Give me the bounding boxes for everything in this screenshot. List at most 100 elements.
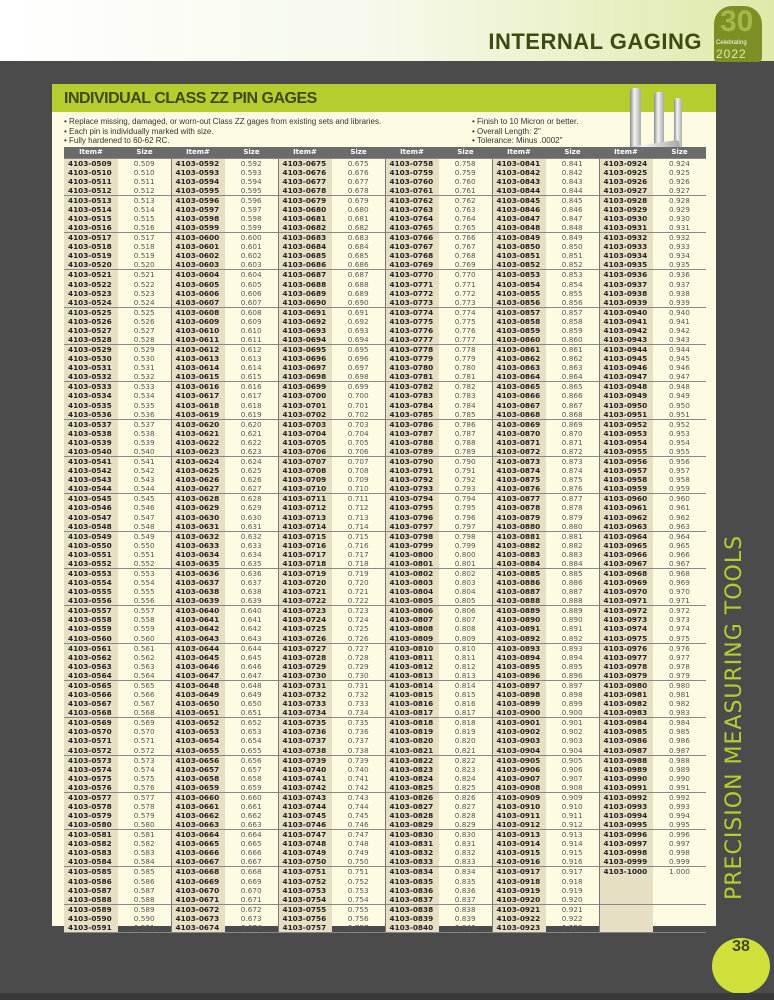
item-number-cell: 4103-0692 bbox=[277, 316, 332, 326]
table-row: 4103-0562 0.562 4103-0645 0.645 4103-0728 0.7… bbox=[64, 652, 706, 662]
size-cell: 0.604 bbox=[225, 269, 278, 280]
item-number-cell: 4103-0962 bbox=[598, 512, 653, 522]
item-number-cell: 4103-0714 bbox=[277, 521, 332, 532]
item-number-cell: 4103-0725 bbox=[277, 624, 332, 634]
item-number-cell: 4103-0676 bbox=[277, 167, 332, 177]
size-cell: 0.801 bbox=[454, 558, 476, 568]
size-cell: 0.928 bbox=[653, 194, 706, 205]
item-number-cell: 4103-0688 bbox=[277, 279, 332, 289]
item-number-cell: 4103-0534 bbox=[64, 391, 118, 401]
item-number-cell: 4103-0621 bbox=[170, 428, 225, 438]
item-number-cell: 4103-0952 bbox=[598, 418, 653, 429]
size-cell: 0.810 bbox=[439, 642, 492, 653]
item-number-cell: 4103-0849 bbox=[491, 232, 546, 243]
size-cell: 0.534 bbox=[133, 391, 155, 401]
size-cell: 0.560 bbox=[133, 633, 155, 643]
item-number-cell: 4103-0533 bbox=[64, 381, 118, 392]
table-row: 4103-0543 0.543 4103-0626 0.626 4103-0709 0.7… bbox=[64, 475, 706, 485]
size-cell: 0.598 bbox=[240, 214, 262, 224]
size-cell: 0.546 bbox=[133, 503, 155, 513]
size-cell: 0.589 bbox=[118, 903, 171, 914]
item-number-cell: 4103-0989 bbox=[598, 764, 653, 774]
item-number-cell: 4103-0694 bbox=[277, 335, 332, 345]
item-number-cell: 4103-0646 bbox=[170, 661, 225, 671]
size-cell: 0.662 bbox=[240, 811, 262, 821]
item-number-cell: 4103-0747 bbox=[277, 829, 332, 840]
size-cell: 0.938 bbox=[669, 288, 690, 298]
size-cell: 0.648 bbox=[225, 679, 278, 690]
size-cell: 0.853 bbox=[546, 269, 599, 280]
item-number-cell: 4103-0869 bbox=[491, 418, 546, 429]
size-cell: 0.610 bbox=[240, 325, 262, 335]
size-cell: 0.887 bbox=[561, 587, 583, 597]
item-number-cell: 4103-0926 bbox=[598, 176, 653, 186]
item-number-cell: 4103-0925 bbox=[598, 167, 653, 177]
item-number-cell: 4103-0817 bbox=[384, 708, 439, 718]
size-cell: 0.979 bbox=[669, 670, 690, 680]
item-number-cell: 4103-0637 bbox=[170, 577, 225, 588]
size-cell: 0.724 bbox=[347, 615, 369, 625]
size-cell: 0.708 bbox=[347, 466, 369, 476]
size-cell: 0.541 bbox=[118, 456, 171, 466]
item-number-cell: 4103-0937 bbox=[598, 279, 653, 289]
item-number-cell: 4103-0982 bbox=[598, 699, 653, 709]
item-number-cell: 4103-0960 bbox=[598, 493, 653, 504]
item-number-cell: 4103-0784 bbox=[384, 400, 439, 410]
size-cell: 0.584 bbox=[133, 857, 155, 867]
item-number-cell: 4103-0711 bbox=[277, 493, 332, 504]
item-number-cell: 4103-0710 bbox=[277, 484, 332, 494]
size-cell: 0.568 bbox=[133, 708, 155, 718]
size-cell: 0.715 bbox=[332, 530, 385, 541]
size-cell: 0.647 bbox=[240, 670, 262, 680]
item-number-cell: 4103-0970 bbox=[598, 587, 653, 597]
size-cell: 0.771 bbox=[454, 279, 476, 289]
size-cell: 0.688 bbox=[347, 279, 369, 289]
feature-bullet: Replace missing, damaged, or worn-out Cl… bbox=[64, 117, 464, 127]
size-cell: 0.636 bbox=[225, 567, 278, 578]
table-row: 4103-0545 0.545 4103-0628 0.628 4103-0711 0.7… bbox=[64, 493, 706, 504]
size-cell: 0.845 bbox=[546, 194, 599, 205]
size-cell: 0.650 bbox=[240, 699, 262, 709]
item-number-cell: 4103-0848 bbox=[491, 223, 546, 233]
size-cell: 0.532 bbox=[133, 372, 155, 382]
item-number-cell: 4103-0806 bbox=[384, 605, 439, 616]
item-number-cell: 4103-0770 bbox=[384, 269, 439, 280]
item-number-cell: 4103-0629 bbox=[170, 503, 225, 513]
size-cell: 0.836 bbox=[454, 885, 476, 895]
table-row: 4103-0583 0.583 4103-0666 0.666 4103-0749 0.7… bbox=[64, 848, 706, 858]
item-number-cell: 4103-0576 bbox=[64, 782, 118, 793]
size-cell: 0.946 bbox=[669, 363, 690, 373]
size-cell: 0.694 bbox=[347, 335, 369, 345]
size-cell: 0.737 bbox=[347, 736, 369, 746]
item-number-cell: 4103-0852 bbox=[491, 260, 546, 270]
size-cell: 0.825 bbox=[454, 782, 476, 792]
item-number-cell: 4103-0512 bbox=[64, 185, 118, 196]
item-number-cell: 4103-0948 bbox=[598, 381, 653, 392]
size-cell: 0.709 bbox=[347, 475, 369, 485]
item-number-cell: 4103-0665 bbox=[170, 839, 225, 849]
size-cell: 0.605 bbox=[240, 279, 262, 289]
table-row: 4103-0544 0.544 4103-0627 0.627 4103-0710 0.7… bbox=[64, 484, 706, 494]
table-row: 4103-0556 0.556 4103-0639 0.639 4103-0722 0.7… bbox=[64, 596, 706, 606]
item-number-cell: 4103-0972 bbox=[598, 605, 653, 616]
size-cell: 0.965 bbox=[669, 540, 690, 550]
size-cell: 0.567 bbox=[133, 699, 155, 709]
size-cell: 0.549 bbox=[118, 530, 171, 541]
item-number-cell: 4103-0537 bbox=[64, 418, 118, 429]
size-cell: 0.745 bbox=[347, 811, 369, 821]
size-cell: 0.894 bbox=[561, 652, 583, 662]
item-number-cell: 4103-0757 bbox=[277, 922, 332, 933]
size-cell: 1.000 bbox=[653, 866, 706, 877]
size-cell: 0.937 bbox=[669, 279, 690, 289]
size-cell: 0.633 bbox=[240, 540, 262, 550]
header-item: Item# bbox=[599, 147, 653, 158]
size-cell: 0.808 bbox=[454, 624, 476, 634]
size-cell: 0.752 bbox=[347, 876, 369, 886]
size-cell: 0.954 bbox=[669, 437, 690, 447]
item-number-cell: 4103-0526 bbox=[64, 316, 118, 326]
header-size: Size bbox=[546, 147, 599, 158]
size-cell: 0.519 bbox=[133, 251, 155, 261]
item-number-cell: 4103-0664 bbox=[170, 829, 225, 840]
size-cell: 0.678 bbox=[347, 185, 369, 195]
item-number-cell: 4103-0731 bbox=[277, 679, 332, 690]
